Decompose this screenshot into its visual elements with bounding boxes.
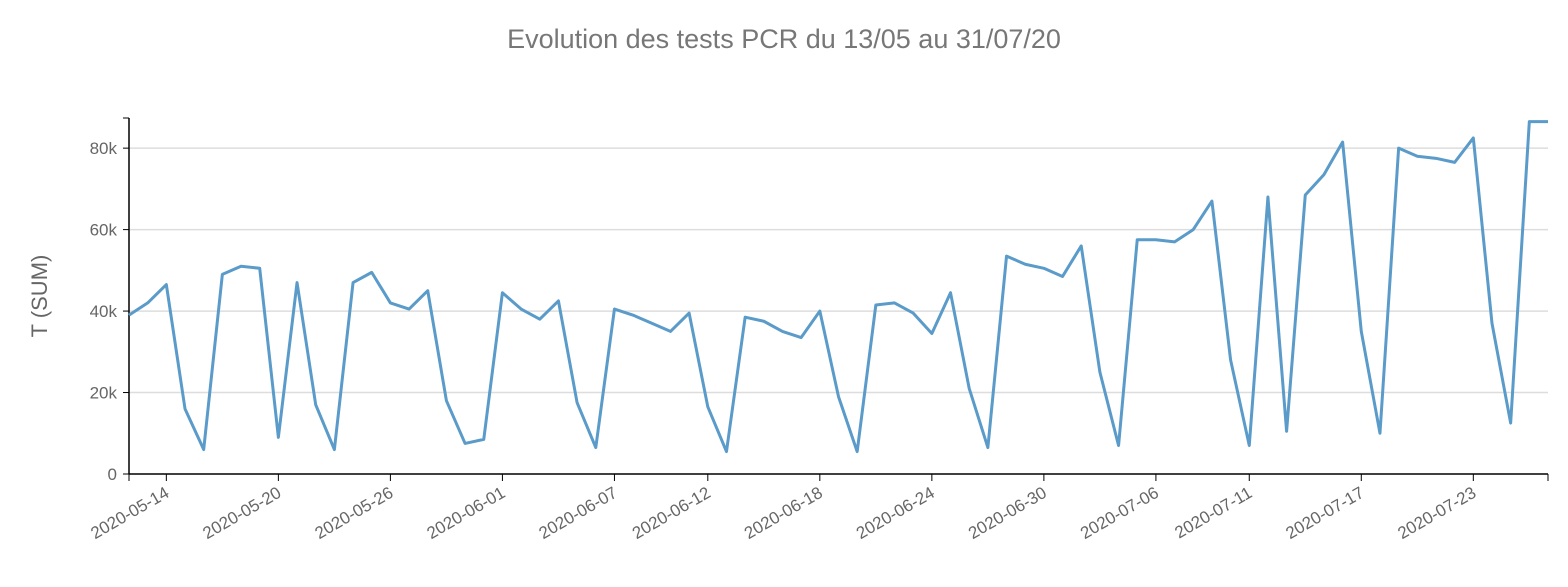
x-tick-label: 2020-06-18 bbox=[741, 483, 826, 543]
y-axis-label: T (SUM) bbox=[27, 255, 52, 338]
x-tick-label: 2020-06-01 bbox=[424, 483, 509, 543]
chart-title: Evolution des tests PCR du 13/05 au 31/0… bbox=[507, 24, 1061, 54]
x-tick-label: 2020-06-07 bbox=[536, 483, 621, 543]
y-tick-label: 20k bbox=[90, 384, 118, 403]
y-tick-label: 80k bbox=[90, 139, 118, 158]
y-tick-label: 0 bbox=[108, 465, 117, 484]
data-line bbox=[128, 120, 1548, 454]
y-tick-label: 60k bbox=[90, 221, 118, 240]
x-tick-label: 2020-06-30 bbox=[965, 483, 1050, 543]
y-tick-label: 40k bbox=[90, 302, 118, 321]
x-tick-label: 2020-07-06 bbox=[1077, 483, 1162, 543]
x-tick-label: 2020-05-14 bbox=[88, 483, 173, 543]
x-tick-label: 2020-07-23 bbox=[1394, 483, 1479, 543]
x-tick-label: 2020-06-24 bbox=[853, 483, 938, 543]
x-tick-label: 2020-05-20 bbox=[200, 483, 285, 543]
x-tick-label: 2020-05-26 bbox=[312, 483, 397, 543]
x-tick-label: 2020-07-11 bbox=[1172, 483, 1256, 542]
x-tick-label: 2020-06-12 bbox=[629, 483, 714, 543]
x-tick-label: 2020-07-17 bbox=[1282, 483, 1367, 543]
